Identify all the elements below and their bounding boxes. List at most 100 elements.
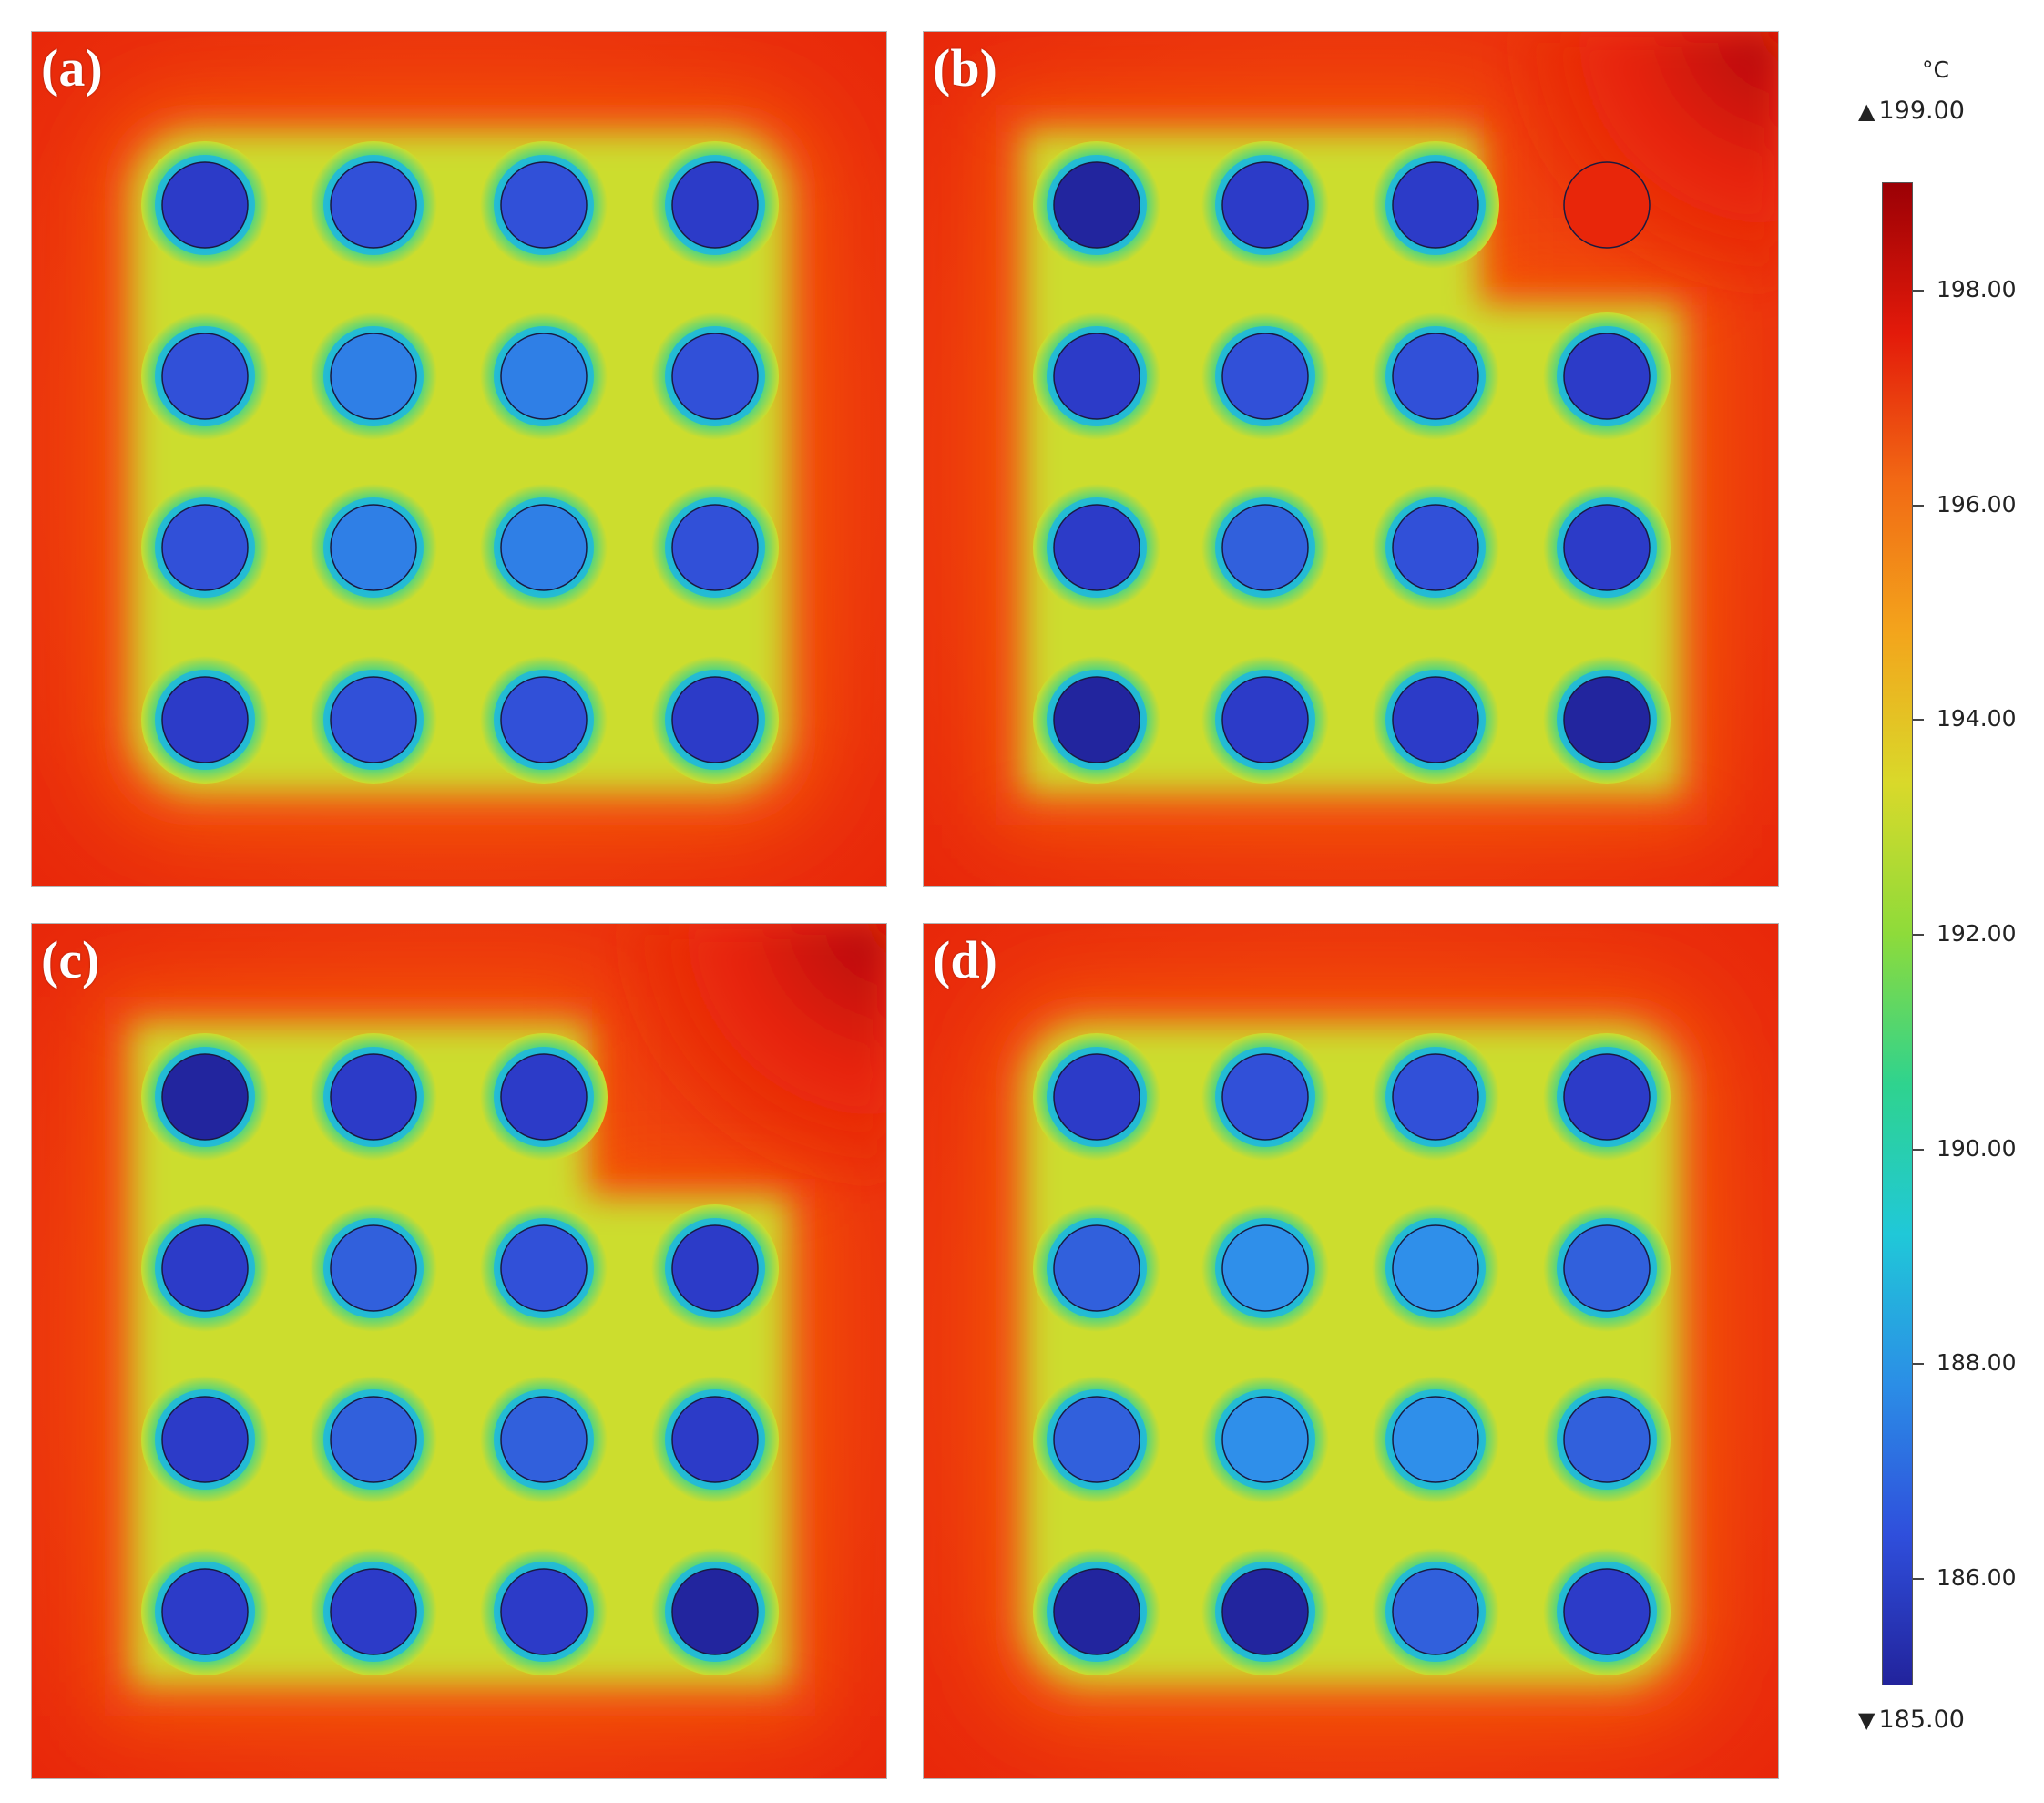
rod xyxy=(480,656,608,784)
rod-core xyxy=(1563,1224,1651,1312)
rod-core xyxy=(1563,161,1651,249)
rod-core xyxy=(330,1224,417,1312)
rod-core xyxy=(671,676,759,763)
colorbar xyxy=(1882,182,1913,1685)
rod-core xyxy=(500,1396,588,1483)
rod xyxy=(1033,312,1160,440)
rod-core xyxy=(1053,161,1140,249)
rod xyxy=(1543,312,1671,440)
rod-core xyxy=(1563,1568,1651,1655)
rod xyxy=(310,656,437,784)
rod xyxy=(1372,1548,1499,1675)
rod xyxy=(651,484,779,611)
rod-core xyxy=(1392,1396,1479,1483)
rod xyxy=(1543,1204,1671,1332)
rod-core xyxy=(1392,1053,1479,1141)
tick-mark xyxy=(1913,1148,1924,1151)
rod-core xyxy=(1221,1568,1309,1655)
rod xyxy=(1033,1204,1160,1332)
color-legend: °C ▲ 199.00 186.00 188.00 190.00 192.00 194.0… xyxy=(1840,46,2044,1758)
rod xyxy=(651,656,779,784)
triangle-down-icon: ▼ xyxy=(1858,1707,1875,1733)
tick-label: 192.00 xyxy=(1937,920,2017,947)
rod-core xyxy=(500,1568,588,1655)
rod xyxy=(141,1376,269,1503)
rod xyxy=(1201,484,1329,611)
rod-core xyxy=(671,1396,759,1483)
rod-core xyxy=(1053,1053,1140,1141)
rod-core xyxy=(1563,1053,1651,1141)
rod-core xyxy=(330,1053,417,1141)
rod-core xyxy=(500,676,588,763)
rod-core xyxy=(330,1396,417,1483)
rod xyxy=(1372,484,1499,611)
rod-core xyxy=(500,1224,588,1312)
rod xyxy=(480,1376,608,1503)
panel-label: (b) xyxy=(933,38,997,97)
rod xyxy=(480,141,608,269)
rod xyxy=(1372,656,1499,784)
rod-core xyxy=(1053,1224,1140,1312)
rod xyxy=(651,1548,779,1675)
rod xyxy=(1543,484,1671,611)
rod xyxy=(141,1204,269,1332)
rod xyxy=(141,656,269,784)
rod xyxy=(310,1548,437,1675)
tick-mark xyxy=(1913,934,1924,936)
rod xyxy=(651,141,779,269)
rod xyxy=(1372,1033,1499,1161)
temperature-field xyxy=(924,32,1778,886)
panel-label: (a) xyxy=(41,38,103,97)
rod xyxy=(1201,1548,1329,1675)
tick-label: 190.00 xyxy=(1937,1134,2017,1162)
tick-label: 186.00 xyxy=(1937,1564,2017,1592)
panel-b: (b) xyxy=(923,31,1779,887)
rod xyxy=(310,312,437,440)
rod-core xyxy=(161,1224,249,1312)
tick-label: 188.00 xyxy=(1937,1349,2017,1377)
rod xyxy=(480,1033,608,1161)
triangle-up-icon: ▲ xyxy=(1858,98,1875,124)
rod xyxy=(310,484,437,611)
rod xyxy=(310,1376,437,1503)
rod-core xyxy=(161,1396,249,1483)
rod xyxy=(1201,1204,1329,1332)
rod xyxy=(651,1204,779,1332)
rod-core xyxy=(1053,333,1140,420)
temperature-field xyxy=(32,924,886,1778)
rod xyxy=(1201,1376,1329,1503)
legend-max: ▲ 199.00 xyxy=(1858,97,1965,125)
rod xyxy=(1033,141,1160,269)
rod-core xyxy=(1053,1568,1140,1655)
rod xyxy=(651,1376,779,1503)
cool-zone xyxy=(132,132,788,793)
rod xyxy=(1033,1033,1160,1161)
rod xyxy=(1372,141,1499,269)
rod-core xyxy=(330,504,417,591)
rod xyxy=(1033,1376,1160,1503)
rod xyxy=(1543,1376,1671,1503)
rod-core xyxy=(330,676,417,763)
rod-core xyxy=(330,161,417,249)
rod-core xyxy=(671,504,759,591)
rod-core xyxy=(1053,504,1140,591)
rod-core xyxy=(1221,504,1309,591)
rod-core xyxy=(161,504,249,591)
rod-core xyxy=(1392,1224,1479,1312)
rod-core xyxy=(1221,676,1309,763)
rod-core xyxy=(1392,161,1479,249)
rod-core xyxy=(1053,1396,1140,1483)
rod-core xyxy=(500,161,588,249)
panel-a: (a) xyxy=(31,31,887,887)
panel-c: (c) xyxy=(31,923,887,1779)
rod xyxy=(1372,312,1499,440)
panel-label: (c) xyxy=(41,930,100,989)
rod xyxy=(1201,656,1329,784)
rod xyxy=(1033,656,1160,784)
hot-corner xyxy=(414,924,886,1379)
panel-label: (d) xyxy=(933,930,997,989)
rod-core xyxy=(1221,1224,1309,1312)
tick-mark xyxy=(1913,289,1924,292)
temperature-field xyxy=(32,32,886,886)
rod-core xyxy=(330,1568,417,1655)
